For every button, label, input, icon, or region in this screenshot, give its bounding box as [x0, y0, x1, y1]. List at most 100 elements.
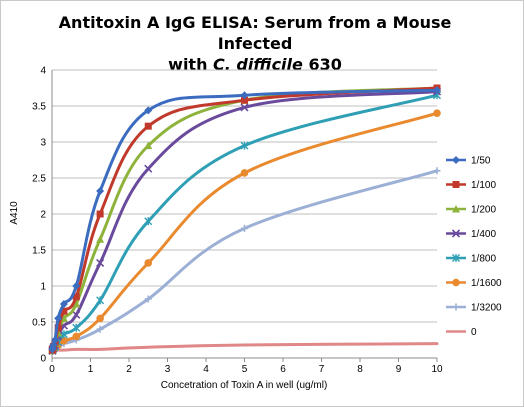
data-point — [72, 282, 81, 290]
y-tick-label: 0 — [40, 354, 46, 365]
chart-title-line2: with C. difficile 630 — [40, 54, 470, 75]
data-point — [72, 332, 81, 341]
data-point — [240, 141, 249, 150]
legend-label: 1/1600 — [471, 278, 502, 289]
chart-title-italic: C. difficile — [213, 55, 303, 74]
data-point — [72, 323, 81, 332]
series-line — [50, 342, 439, 353]
series-1-50 — [48, 86, 441, 354]
legend-item: 1/800 — [446, 254, 496, 265]
legend-label: 1/100 — [471, 180, 496, 191]
x-tick-label: 7 — [319, 364, 325, 375]
chart-title-suffix: 630 — [302, 55, 342, 74]
axes — [51, 70, 438, 362]
legend-marker — [452, 278, 460, 287]
legend-label: 1/800 — [471, 254, 496, 265]
x-tick-label: 3 — [165, 364, 171, 375]
series-0 — [50, 342, 439, 353]
x-axis-label: Concetration of Toxin A in well (ug/ml) — [161, 380, 328, 391]
y-tick-labels: 0 0.5 1 1.5 2 2.5 3 3.5 4 — [32, 66, 46, 365]
legend-marker — [452, 205, 460, 213]
data-point — [241, 224, 248, 232]
legend-item: 1/3200 — [446, 303, 502, 314]
data-point — [144, 217, 153, 226]
data-point — [96, 186, 105, 195]
data-point — [241, 96, 248, 104]
x-tick-label: 10 — [431, 364, 443, 375]
series-line — [50, 93, 439, 353]
legend-marker — [451, 229, 461, 238]
series-line — [50, 169, 439, 353]
legend-label: 1/3200 — [471, 303, 502, 314]
data-point — [96, 296, 105, 305]
y-axis-label: A410 — [9, 201, 20, 225]
series-line — [50, 90, 439, 353]
data-point — [144, 164, 153, 173]
legend-marker — [452, 181, 460, 188]
data-point — [240, 103, 249, 112]
data-point — [72, 310, 81, 319]
data-point — [144, 122, 152, 130]
legend-marker — [452, 156, 460, 164]
data-point — [96, 258, 105, 268]
legend-item: 1/1600 — [446, 278, 502, 289]
chart-title-line1: Antitoxin A IgG ELISA: Serum from a Mous… — [58, 13, 452, 53]
data-point — [433, 109, 441, 117]
x-tick-label: 4 — [203, 364, 209, 375]
data-point — [96, 314, 104, 323]
x-tick-label: 2 — [126, 364, 132, 375]
data-point — [72, 300, 81, 308]
legend-marker — [452, 254, 460, 262]
data-point — [240, 169, 249, 177]
data-point — [59, 314, 68, 322]
data-point — [96, 210, 104, 218]
data-point — [144, 141, 153, 150]
y-tick-label: 2 — [40, 210, 46, 221]
data-point — [60, 336, 68, 345]
x-tick-label: 8 — [357, 364, 363, 375]
legend-item: 1/100 — [446, 180, 496, 191]
x-tick-label: 1 — [88, 364, 94, 375]
data-point — [72, 293, 80, 301]
x-tick-label: 0 — [49, 364, 55, 375]
gridlines — [52, 69, 437, 323]
y-tick-label: 1 — [40, 282, 46, 293]
legend-marker — [452, 303, 460, 311]
data-point — [96, 325, 104, 333]
y-tick-label: 4 — [40, 66, 46, 77]
data-point — [54, 324, 62, 332]
data-point — [144, 106, 153, 115]
y-tick-label: 1.5 — [32, 246, 46, 257]
chart-title: Antitoxin A IgG ELISA: Serum from a Mous… — [40, 12, 470, 75]
series-group — [48, 84, 442, 355]
legend-item: 0 — [446, 327, 477, 338]
data-point — [51, 336, 60, 344]
y-tick-label: 3 — [40, 138, 46, 149]
legend-label: 1/200 — [471, 205, 496, 216]
y-tick-label: 0.5 — [32, 318, 46, 329]
data-point — [240, 91, 249, 100]
x-tick-label: 5 — [242, 364, 248, 375]
y-tick-label: 2.5 — [32, 174, 46, 185]
legend-label: 0 — [471, 327, 477, 338]
data-point — [60, 307, 68, 315]
legend-item: 1/400 — [446, 229, 496, 240]
data-point — [144, 259, 153, 267]
y-tick-label: 3.5 — [32, 102, 46, 113]
data-point — [54, 314, 63, 323]
x-tick-label: 6 — [280, 364, 286, 375]
x-tick-label: 9 — [396, 364, 402, 375]
series-1-200 — [48, 84, 441, 354]
legend-item: 1/50 — [446, 156, 491, 167]
chart-title-prefix: with — [168, 55, 214, 74]
data-point — [96, 235, 105, 243]
legend: 1/50 1/100 1/200 1/400 1/800 1/1600 1/3200 0 — [446, 156, 502, 338]
x-tick-labels: 0 1 2 3 4 5 6 7 8 9 10 — [49, 364, 443, 375]
legend-label: 1/50 — [471, 156, 491, 167]
legend-label: 1/400 — [471, 229, 496, 240]
data-point — [144, 295, 152, 303]
legend-item: 1/200 — [446, 205, 496, 216]
data-point — [433, 167, 441, 175]
data-point — [433, 86, 441, 95]
